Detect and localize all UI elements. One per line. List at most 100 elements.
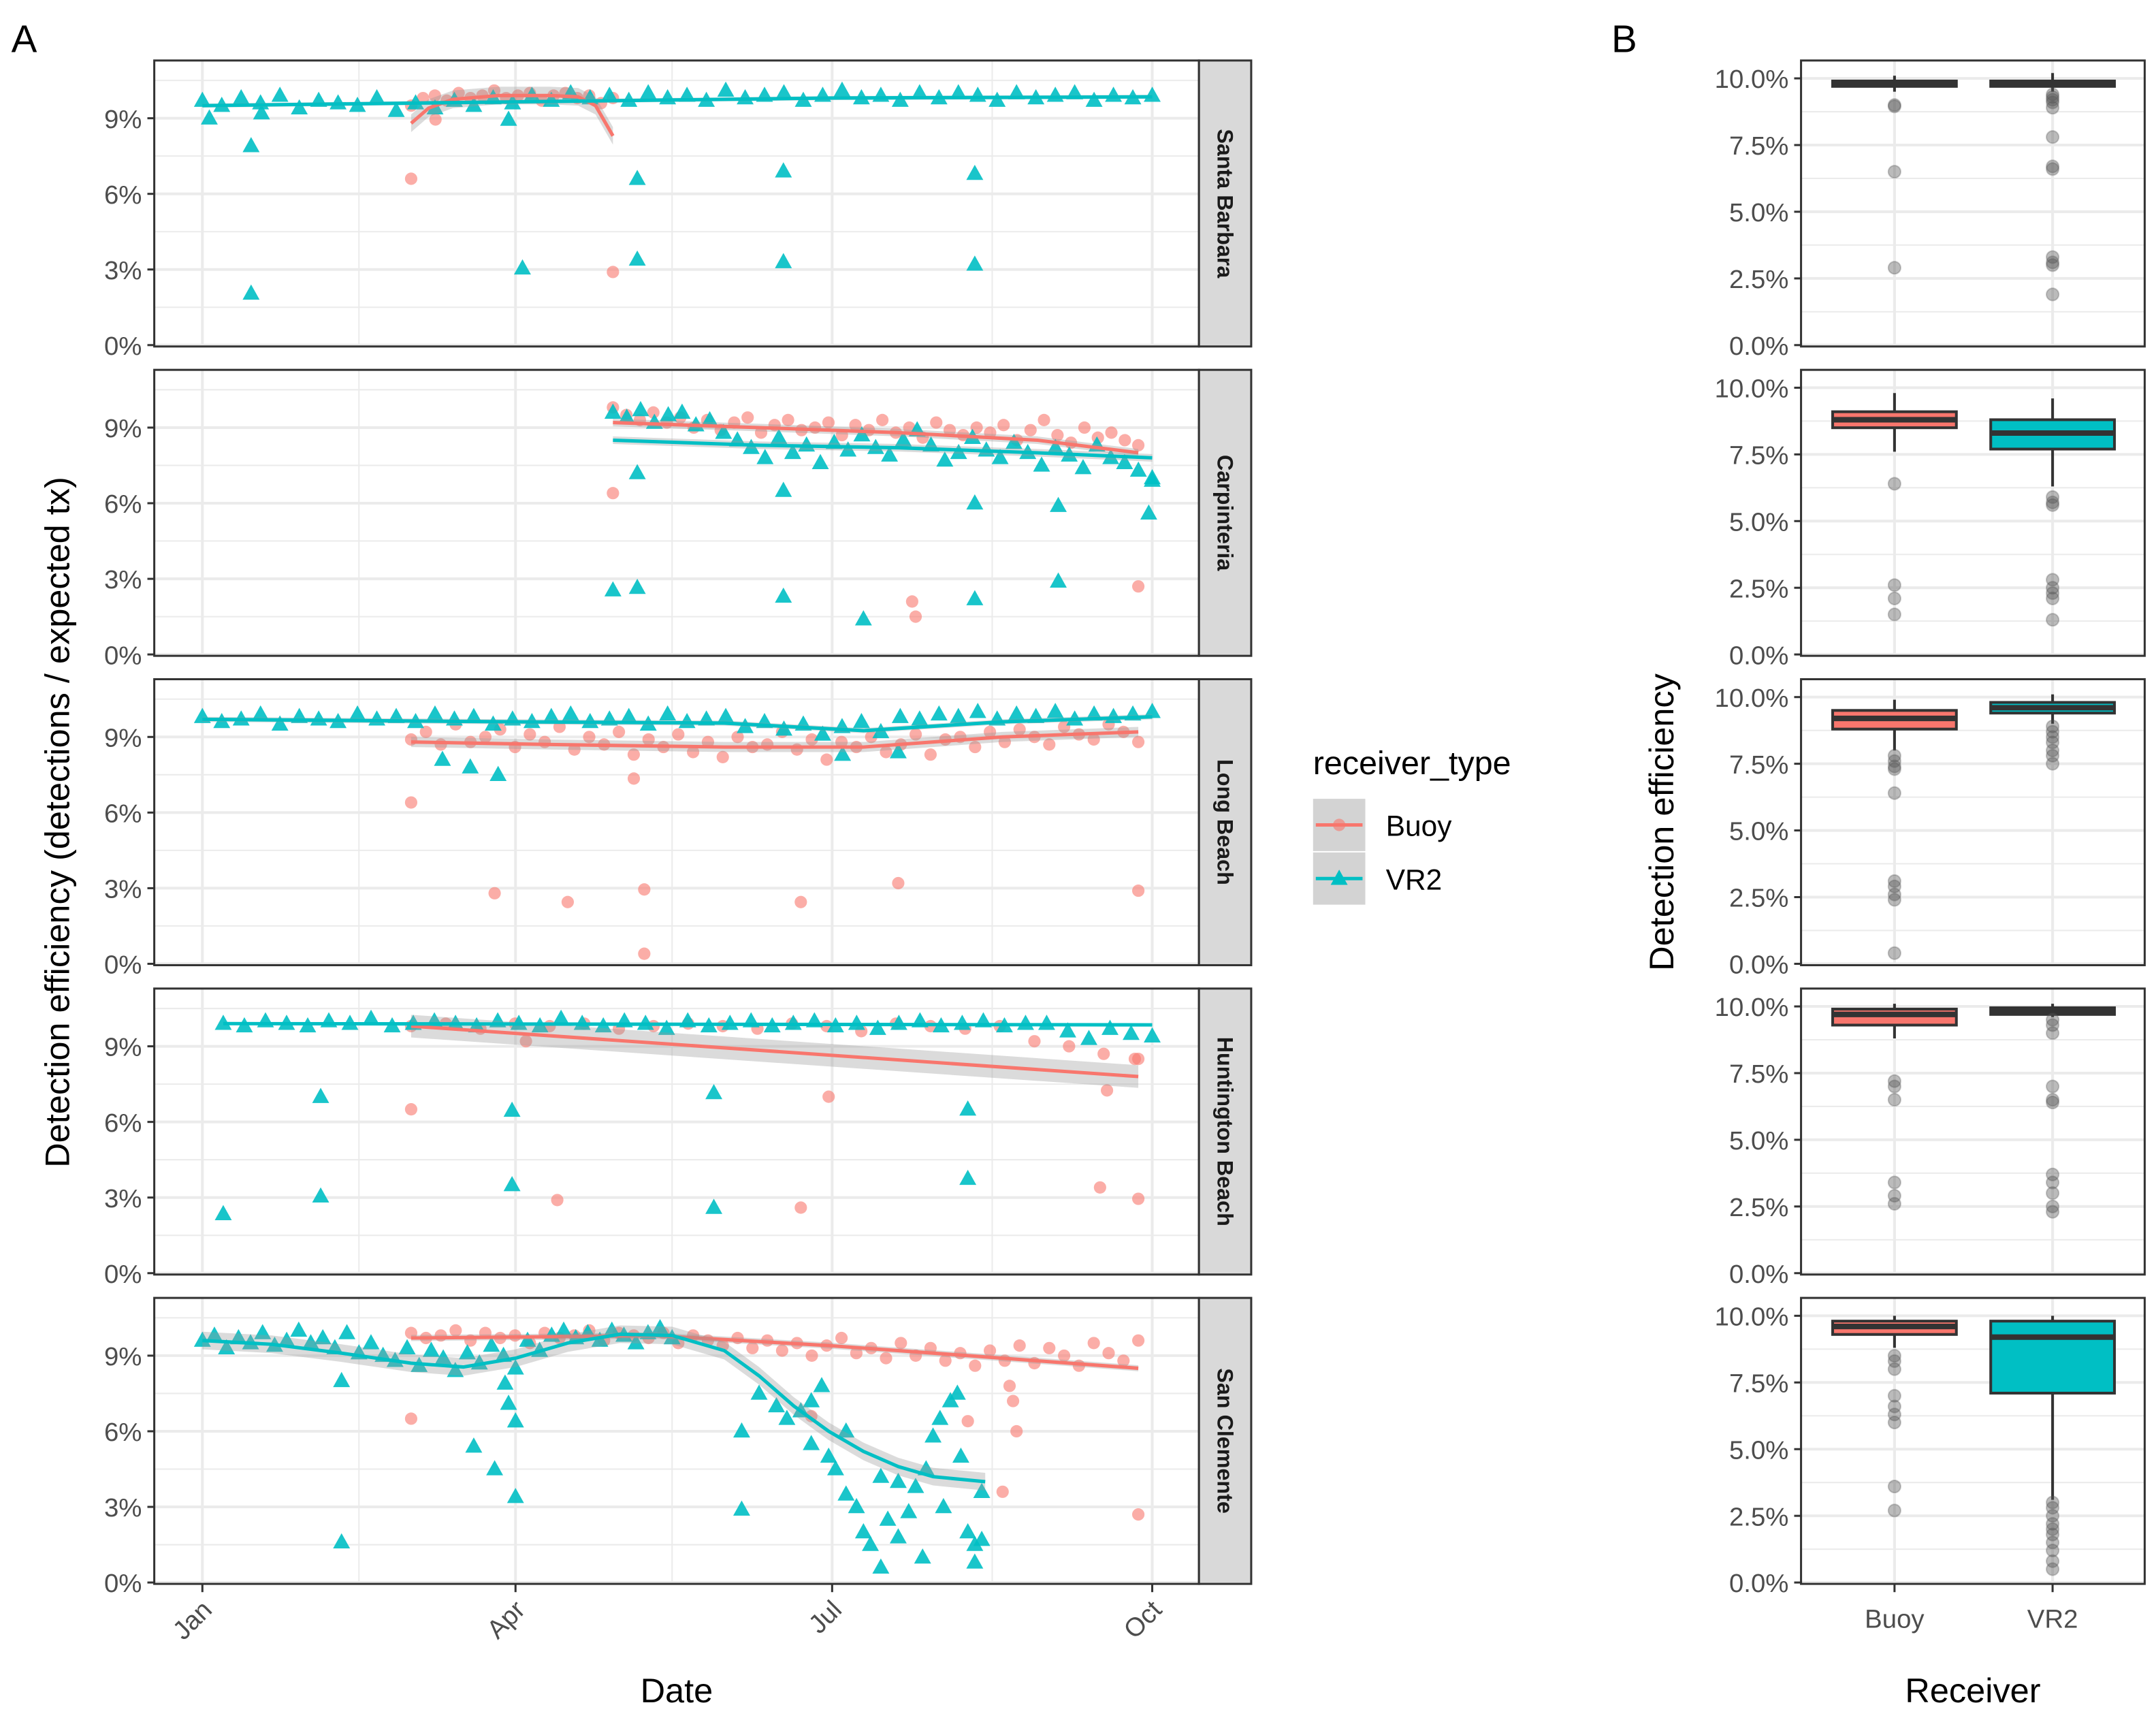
- y-tick-label: 10.0%: [1715, 375, 1789, 404]
- vr2-point: [232, 89, 250, 105]
- y-tick-label: 0%: [104, 641, 142, 670]
- y-tick-label: 9%: [104, 723, 142, 752]
- y-tick-label: 5.0%: [1729, 507, 1788, 537]
- vr2-point: [872, 1558, 890, 1574]
- buoy-smooth-line: [411, 1024, 1139, 1079]
- vr2-point: [813, 1377, 831, 1392]
- vr2-point: [839, 441, 857, 457]
- vr2-outlier: [2046, 1516, 2060, 1531]
- buoy-outlier: [1887, 1479, 1901, 1494]
- vr2-point: [717, 81, 735, 97]
- vr2-point: [891, 707, 909, 723]
- legend: receiver_type Buoy VR2: [1313, 745, 1511, 905]
- y-tick-label: 0.0%: [1729, 641, 1788, 670]
- plot-background: [1801, 988, 2145, 1275]
- buoy-point: [1028, 1035, 1041, 1048]
- y-tick-label: 10.0%: [1715, 1302, 1789, 1331]
- vr2-point: [895, 431, 912, 447]
- vr2-point: [193, 1331, 211, 1347]
- x-axis-title: Date: [641, 1671, 713, 1710]
- buoy-point: [1010, 1424, 1023, 1438]
- buoy-point: [835, 735, 848, 748]
- vr2-point: [862, 1535, 880, 1551]
- panel-border: [1800, 987, 2146, 1276]
- buoy-point: [1013, 723, 1026, 736]
- buoy-point: [607, 266, 620, 278]
- vr2-point: [966, 164, 984, 180]
- vr2-point: [973, 1482, 991, 1499]
- buoy-point: [996, 1485, 1009, 1498]
- buoy-outlier: [1887, 786, 1901, 800]
- vr2-point: [911, 710, 929, 726]
- y-tick-label: 7.5%: [1729, 1369, 1788, 1398]
- buoy-outlier: [1887, 759, 1901, 774]
- vr2-smooth-line: [202, 1332, 986, 1484]
- y-tick-label: 5.0%: [1729, 1126, 1788, 1156]
- buoy-outlier: [1887, 1093, 1901, 1107]
- vr2-outlier: [2046, 258, 2060, 272]
- y-tick-label: 5.0%: [1729, 198, 1788, 227]
- buoy-point: [997, 419, 1010, 432]
- vr2-point: [628, 464, 646, 479]
- buoy-point: [943, 424, 956, 436]
- vr2-point: [1080, 1030, 1097, 1045]
- vr2-point: [338, 1324, 356, 1339]
- vr2-outlier: [2046, 591, 2060, 605]
- buoy-point: [1003, 1380, 1016, 1392]
- buoy-point: [984, 725, 997, 738]
- buoy-point: [1132, 1192, 1145, 1205]
- buoy-point: [1058, 1349, 1071, 1363]
- vr2-point: [721, 1015, 739, 1030]
- buoy-point: [1101, 1084, 1114, 1097]
- vr2-point: [349, 705, 366, 721]
- vr2-smooth-line: [613, 438, 1153, 460]
- vr2-point: [290, 1321, 308, 1337]
- vr2-outlier: [2046, 719, 2060, 733]
- buoy-outlier: [1887, 578, 1901, 592]
- vr2-point: [1085, 705, 1103, 721]
- vr2-point: [966, 494, 984, 510]
- y-tick-label: 9%: [104, 1033, 142, 1062]
- vr2-outlier: [2046, 1535, 2060, 1550]
- vr2-point: [811, 453, 829, 469]
- buoy-point: [1132, 735, 1145, 748]
- buoy-point: [1043, 1341, 1056, 1354]
- vr2-point: [1033, 456, 1050, 472]
- vr2-point: [959, 1523, 977, 1539]
- buoy-point: [939, 1354, 952, 1367]
- buoy-point: [488, 887, 501, 899]
- y-tick-label: 7.5%: [1729, 750, 1788, 780]
- vr2-point: [1144, 1027, 1161, 1042]
- buoy-point: [551, 1194, 564, 1207]
- y-tick-label: 3%: [104, 1184, 142, 1213]
- buoy-point: [820, 753, 833, 766]
- vr2-point: [969, 703, 986, 718]
- panel-border: [1800, 678, 2146, 966]
- vr2-point: [465, 707, 483, 723]
- vr2-outlier: [2046, 1509, 2060, 1523]
- vr2-point: [628, 578, 646, 594]
- buoy-point: [638, 947, 651, 960]
- buoy-point: [479, 731, 492, 744]
- buoy-point: [930, 416, 943, 429]
- y-tick-label: 0.0%: [1729, 1569, 1788, 1598]
- vr2-outlier: [2046, 1186, 2060, 1200]
- vr2-point: [770, 428, 788, 444]
- vr2-point: [510, 1015, 528, 1030]
- buoy-point: [428, 89, 441, 102]
- buoy-outlier: [1887, 1388, 1901, 1403]
- vr2-point: [1123, 1024, 1140, 1040]
- buoy-point: [1102, 1347, 1115, 1360]
- vr2-point: [214, 1015, 232, 1030]
- buoy-point: [880, 1352, 892, 1365]
- panel-border: [1800, 368, 2146, 657]
- legend-triangle-icon: [1330, 870, 1348, 885]
- legend-label-buoy: Buoy: [1386, 810, 1452, 842]
- vr2-outlier: [2046, 255, 2060, 270]
- facet-strip: [1197, 368, 1253, 657]
- vr2-point: [500, 1395, 517, 1410]
- vr2-point: [900, 1503, 918, 1518]
- x-tick-label: Oct: [1118, 1595, 1168, 1644]
- vr2-point: [632, 400, 649, 417]
- buoy-outlier: [1887, 1196, 1901, 1211]
